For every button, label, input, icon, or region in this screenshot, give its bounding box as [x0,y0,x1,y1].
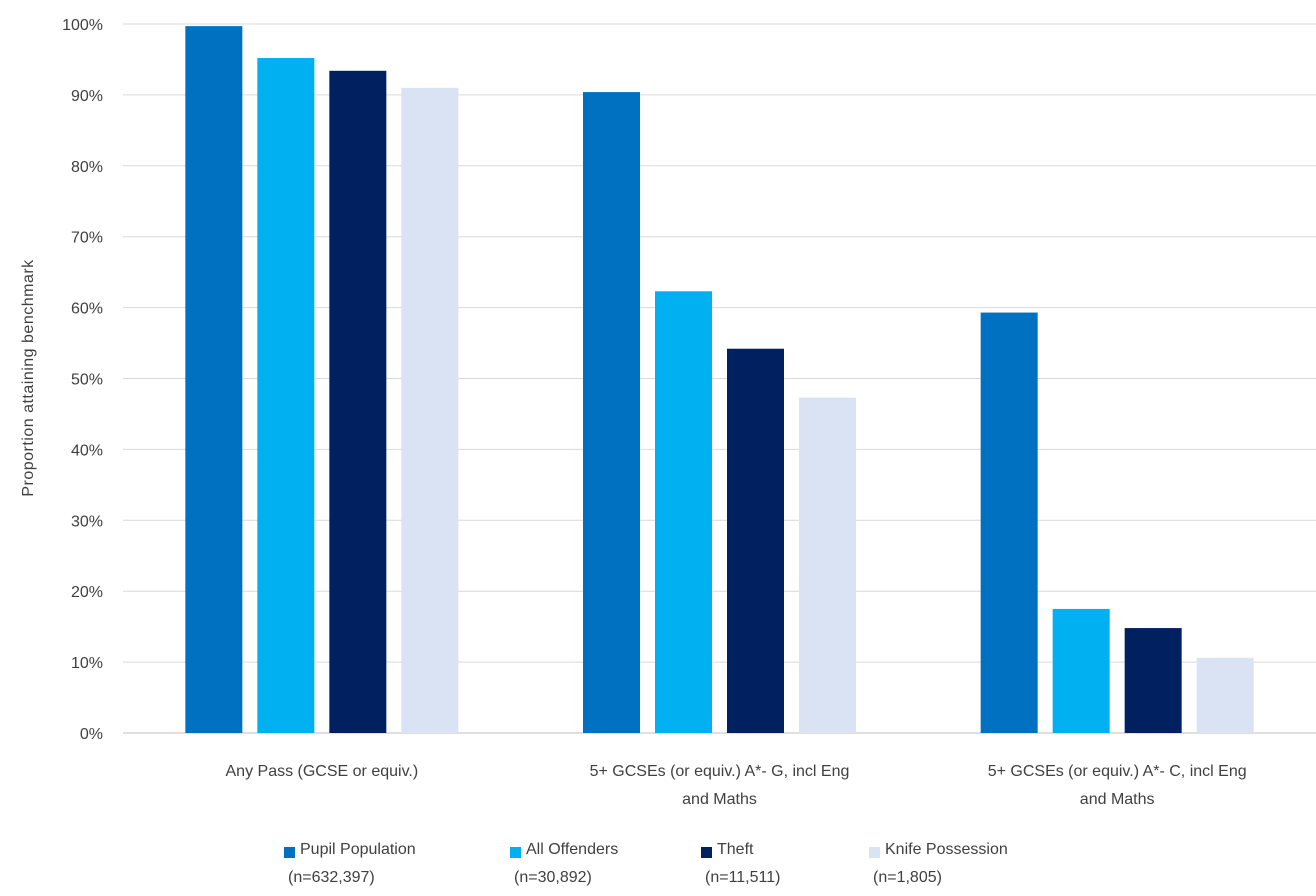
bar-theft-2 [727,348,784,733]
legend-swatch-pupil-population [284,847,295,858]
legend-count: (n=30,892) [514,869,592,886]
bar-all-offenders-3 [1052,608,1110,733]
legend-count: (n=11,511) [705,869,781,886]
y-tick-label: 60% [71,301,103,318]
bar-all-offenders-2 [655,291,712,733]
bar-knife-possession-3 [1196,657,1254,733]
x-category-label: Any Pass (GCSE or equiv.) [226,763,419,780]
legend-label: Knife Possession [885,841,1008,858]
bar-chart: 0% 10% 20% 30% 40% 50% 60% 70% 80% 90% 100% Any Pa… [20,17,1316,808]
bar-knife-possession-2 [799,397,856,733]
y-tick-label: 10% [71,655,103,672]
legend-swatch-all-offenders [510,847,521,858]
y-tick-label: 70% [71,230,103,247]
bars [185,26,1254,734]
x-category-label: 5+ GCSEs (or equiv.) A*- G, incl Eng [590,763,850,780]
y-tick-label: 30% [71,513,103,530]
y-tick-label: 40% [71,442,103,459]
y-tick-label: 0% [80,726,103,743]
legend-label: Theft [717,841,754,858]
y-tick-label: 50% [71,372,103,389]
bar-all-offenders-1 [257,58,315,734]
legend-label: All Offenders [526,841,619,858]
bar-knife-possession-1 [401,87,459,733]
legend-count: (n=632,397) [288,869,375,886]
y-tick-label: 100% [62,17,103,34]
legend-label: Pupil Population [300,841,416,858]
y-axis-ticks: 0% 10% 20% 30% 40% 50% 60% 70% 80% 90% 100% [62,17,103,743]
x-category-label: and Maths [682,791,757,808]
y-tick-label: 90% [71,88,103,105]
x-axis-category-labels: Any Pass (GCSE or equiv.) 5+ GCSEs (or eq… [226,763,1247,808]
x-category-label: and Maths [1080,791,1155,808]
legend: Pupil Population (n=632,397) All Offende… [0,838,1316,896]
y-tick-label: 80% [71,159,103,176]
bar-pupil-population-3 [980,312,1038,733]
bar-pupil-population-2 [583,92,640,733]
y-tick-label: 20% [71,584,103,601]
y-axis-label: Proportion attaining benchmark [20,259,37,497]
bar-pupil-population-1 [185,26,243,733]
legend-swatch-knife-possession [869,847,880,858]
x-category-label: 5+ GCSEs (or equiv.) A*- C, incl Eng [988,763,1247,780]
bar-theft-1 [329,70,387,733]
gridlines [123,23,1316,734]
legend-count: (n=1,805) [873,869,942,886]
legend-swatch-theft [701,847,712,858]
bar-theft-3 [1124,628,1182,733]
